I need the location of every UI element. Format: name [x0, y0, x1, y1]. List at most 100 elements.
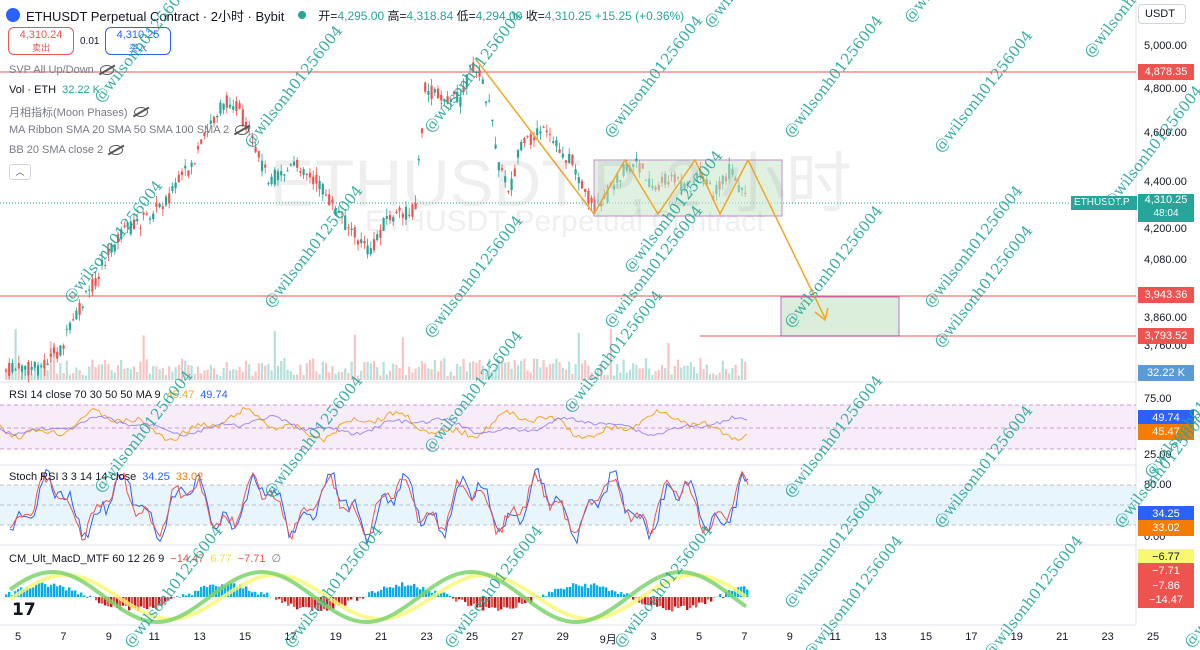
volume-bar: [235, 369, 238, 380]
legend-svp[interactable]: SVP All Up/Down: [9, 64, 114, 76]
macd-histogram-bar: [29, 588, 32, 597]
volume-bar: [696, 373, 699, 380]
candle-body: [104, 264, 107, 266]
time-axis-label: 21: [375, 631, 388, 643]
tradingview-logo-icon[interactable]: 𝟭𝟳: [12, 600, 36, 619]
candle-body: [478, 69, 481, 77]
volume-bar: [491, 371, 494, 380]
sell-button[interactable]: 4,310.24 卖出: [8, 27, 74, 55]
symbol-header[interactable]: ETHUSDT Perpetual Contract · 2小时 · Bybit…: [6, 5, 684, 25]
candle-body: [392, 217, 395, 222]
currency-selector[interactable]: USDT: [1138, 4, 1186, 24]
volume-bar: [552, 363, 555, 380]
candle-body: [196, 146, 200, 150]
volume-bar: [43, 359, 46, 380]
volume-bar: [446, 375, 449, 380]
candle-body: [200, 139, 203, 144]
macd-histogram-bar: [149, 597, 152, 607]
candle-body: [324, 194, 328, 196]
volume-bar: [465, 371, 468, 380]
candle-body: [264, 164, 267, 168]
macd-histogram-bar: [506, 597, 509, 608]
hidden-eye-icon[interactable]: [109, 145, 124, 155]
volume-bar: [414, 368, 417, 380]
candle-body: [225, 95, 228, 108]
legend-macd[interactable]: CM_Ult_MacD_MTF 60 12 26 9 −14.47 6.77 −…: [9, 552, 282, 566]
candle-body: [452, 91, 456, 95]
volume-bar: [20, 367, 24, 380]
volume-bar: [481, 365, 484, 380]
macd-histogram-bar: [491, 597, 494, 608]
macd-histogram-bar: [509, 597, 512, 609]
candle-body: [590, 197, 593, 203]
volume-bar: [337, 371, 340, 380]
macd-histogram-bar: [722, 597, 725, 598]
macd-histogram-bar: [68, 587, 71, 597]
volume-bar: [571, 373, 574, 380]
volume-bar: [590, 372, 593, 380]
volume-tag: 32.22 K: [1138, 365, 1194, 381]
macd-histogram-bar: [683, 597, 686, 606]
candle-body: [376, 234, 379, 241]
buy-button[interactable]: 4,310.25 买入: [105, 27, 171, 55]
macd-histogram-bar: [8, 591, 11, 597]
candle-body: [136, 219, 139, 222]
candle-body: [356, 240, 360, 245]
volume-bar: [238, 366, 241, 380]
macd-histogram-bar: [497, 597, 500, 611]
candle-body: [190, 162, 193, 167]
legend-bollinger[interactable]: BB 20 SMA close 2: [9, 144, 124, 156]
legend-moon-phases[interactable]: 月相指标(Moon Phases): [9, 104, 148, 120]
volume-bar: [670, 374, 673, 380]
hidden-eye-icon[interactable]: [99, 65, 114, 75]
candle-body: [571, 154, 574, 165]
symbol-title[interactable]: ETHUSDT Perpetual Contract · 2小时 · Bybit: [26, 8, 285, 24]
candle-body: [360, 239, 363, 244]
stoch-d-tag: 33.02: [1138, 520, 1194, 536]
candle-body: [148, 218, 152, 220]
macd-histogram-bar: [542, 594, 545, 597]
candle-body: [545, 130, 548, 133]
macd-histogram-bar: [56, 586, 59, 597]
macd-histogram-bar: [134, 597, 137, 609]
macd-empty-value: ∅: [271, 553, 282, 565]
macd-histogram-bar: [410, 585, 413, 597]
macd-histogram-bar: [419, 589, 422, 597]
candle-body: [552, 141, 555, 143]
macd-histogram-bar: [695, 597, 698, 608]
volume-bar: [363, 362, 366, 380]
hidden-eye-icon[interactable]: [133, 107, 148, 117]
macd-histogram-bar: [65, 590, 68, 597]
macd-histogram-bar: [197, 590, 200, 597]
volume-bar: [344, 368, 347, 380]
candle-body: [299, 170, 302, 173]
volume-bar: [360, 370, 363, 380]
legend-stoch-rsi[interactable]: Stoch RSI 3 3 14 14 close 34.25 33.02: [9, 471, 203, 483]
candle-body: [462, 86, 465, 92]
collapse-legend-button[interactable]: ︿: [9, 164, 31, 180]
volume-bar: [244, 360, 248, 380]
price-axis-label: 3,860.00: [1144, 312, 1187, 324]
macd-histogram-bar: [713, 597, 716, 598]
macd-histogram-bar: [686, 597, 689, 611]
candle-body: [56, 351, 59, 359]
candle-body: [62, 345, 65, 349]
volume-bar: [635, 364, 638, 380]
candle-body: [145, 213, 148, 215]
macd-histogram-bar: [257, 594, 260, 597]
macd-histogram-bar: [500, 597, 503, 610]
volume-bar: [270, 370, 273, 380]
legend-ma-ribbon[interactable]: MA Ribbon SMA 20 SMA 50 SMA 100 SMA 2: [9, 124, 250, 136]
volume-bar: [305, 363, 308, 380]
legend-volume[interactable]: Vol · ETH 32.22 K: [9, 84, 100, 96]
candle-body: [388, 214, 392, 221]
volume-bar: [308, 359, 312, 380]
candle-body: [587, 190, 590, 204]
time-axis-label: 5: [695, 631, 703, 643]
volume-bar: [440, 360, 443, 380]
legend-rsi[interactable]: RSI 14 close 70 30 50 50 MA 9 45.47 49.7…: [9, 389, 228, 401]
macd-histogram-bar: [104, 597, 107, 606]
hidden-eye-icon[interactable]: [235, 125, 250, 135]
volume-bar: [654, 371, 657, 380]
